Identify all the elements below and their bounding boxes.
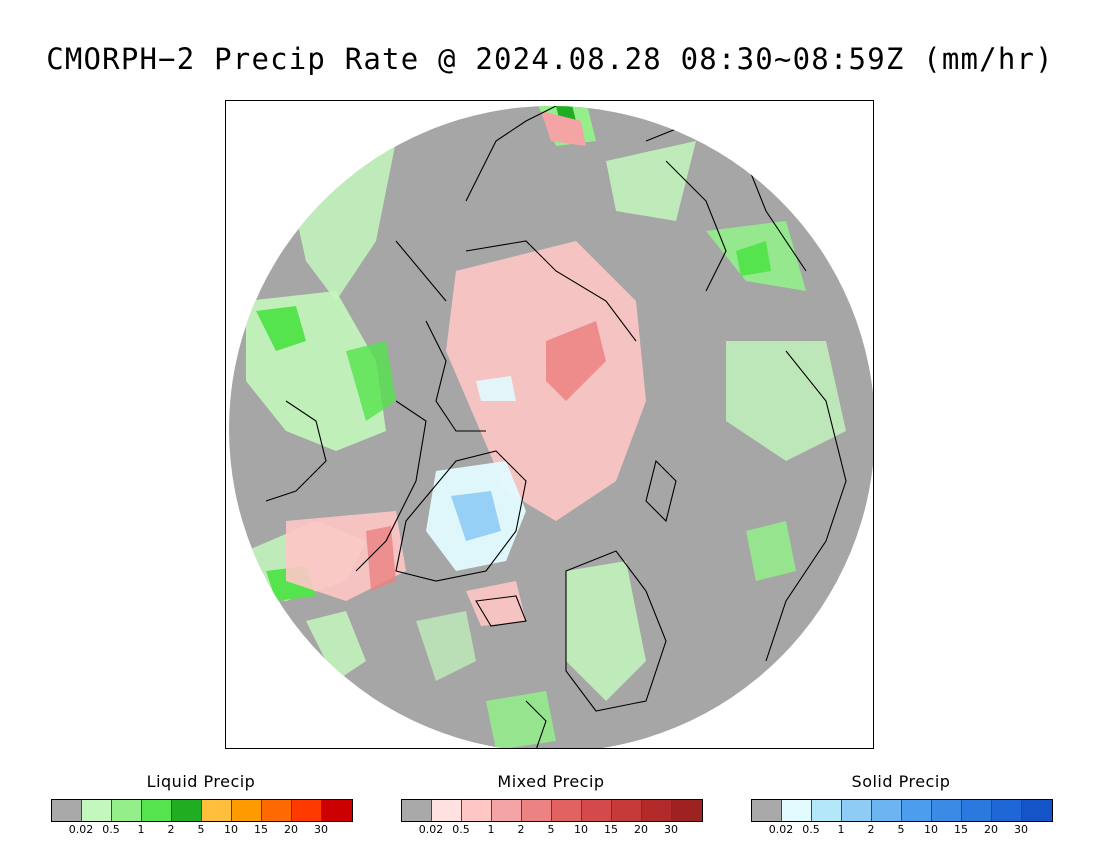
coastlines [265, 106, 847, 748]
legend-liquid-ticks: 0.02 0.5 1 2 5 10 15 20 30 [51, 823, 351, 837]
legend-solid-ticks: 0.02 0.5 1 2 5 10 15 20 30 [751, 823, 1051, 837]
legend-solid-swatch [872, 800, 902, 821]
legend-mixed-tick-label: 10 [574, 823, 588, 836]
legend-mixed-ticks: 0.02 0.5 1 2 5 10 15 20 30 [401, 823, 701, 837]
legend-mixed: Mixed Precip 0.02 0.5 1 2 5 10 15 20 30 [400, 770, 703, 840]
legend-mixed-swatch [612, 800, 642, 821]
polar-precip-map [229, 106, 873, 748]
legend-solid-tick-label: 20 [984, 823, 998, 836]
legend-mixed-colorbar [401, 799, 703, 822]
legend-solid-tick-label: 30 [1014, 823, 1028, 836]
legend-mixed-tick-label: 5 [547, 823, 555, 836]
legend-liquid-tick-label: 30 [314, 823, 328, 836]
legend-mixed-swatch [402, 800, 432, 821]
legend-liquid-tick-label: 5 [197, 823, 205, 836]
legend-solid-swatch [842, 800, 872, 821]
legend-mixed-swatch [522, 800, 552, 821]
legend-solid-tick-label: 0.5 [802, 823, 820, 836]
legend-mixed-tick-label: 15 [604, 823, 618, 836]
legend-liquid-swatch [82, 800, 112, 821]
legend-solid-swatch [932, 800, 962, 821]
legend-mixed-swatch [492, 800, 522, 821]
legend-solid-tick-label: 10 [924, 823, 938, 836]
legend-liquid-swatch [142, 800, 172, 821]
legend-liquid-swatch [172, 800, 202, 821]
legend-mixed-tick-label: 30 [664, 823, 678, 836]
legend-liquid-title: Liquid Precip [146, 772, 256, 791]
legend-liquid-swatch [322, 800, 352, 821]
legend-solid-swatch [902, 800, 932, 821]
legend-mixed-tick-label: 0.5 [452, 823, 470, 836]
legend-solid-swatch [962, 800, 992, 821]
legend-liquid-colorbar [51, 799, 353, 822]
legend-liquid-swatch [112, 800, 142, 821]
legend-solid-tick-label: 1 [837, 823, 845, 836]
legend-mixed-swatch [642, 800, 672, 821]
legend-solid-title: Solid Precip [851, 772, 951, 791]
legend-liquid-swatch [202, 800, 232, 821]
legend-liquid-swatch [52, 800, 82, 821]
legend-mixed-swatch [462, 800, 492, 821]
map-title: CMORPH−2 Precip Rate @ 2024.08.28 08:30~… [46, 42, 1054, 76]
solid-precip-areas [426, 376, 526, 571]
legend-liquid-swatch [262, 800, 292, 821]
legend-solid-tick-label: 0.02 [768, 823, 794, 836]
legend-mixed-tick-label: 1 [487, 823, 495, 836]
legend-liquid: Liquid Precip 0.02 0.5 1 2 5 10 15 20 30 [50, 770, 353, 840]
polar-map-frame [225, 100, 874, 749]
legend-liquid-tick-label: 10 [224, 823, 238, 836]
legend-solid-swatch [1022, 800, 1052, 821]
legend-liquid-swatch [232, 800, 262, 821]
legend-liquid-tick-label: 0.02 [68, 823, 94, 836]
legend-liquid-tick-label: 15 [254, 823, 268, 836]
legend-solid: Solid Precip 0.02 0.5 1 2 5 10 15 20 30 [750, 770, 1053, 840]
legend-mixed-title: Mixed Precip [497, 772, 605, 791]
legend-solid-swatch [752, 800, 782, 821]
legend-liquid-tick-label: 1 [137, 823, 145, 836]
legend-solid-tick-label: 2 [867, 823, 875, 836]
legend-mixed-swatch [432, 800, 462, 821]
legend-mixed-tick-label: 2 [517, 823, 525, 836]
legend-mixed-swatch [672, 800, 702, 821]
legend-mixed-tick-label: 0.02 [418, 823, 444, 836]
legend-liquid-swatch [292, 800, 322, 821]
legend-solid-swatch [782, 800, 812, 821]
legend-solid-swatch [812, 800, 842, 821]
legend-solid-colorbar [751, 799, 1053, 822]
legend-liquid-tick-label: 0.5 [102, 823, 120, 836]
legend-liquid-tick-label: 20 [284, 823, 298, 836]
legend-solid-swatch [992, 800, 1022, 821]
legend-solid-tick-label: 5 [897, 823, 905, 836]
legend-mixed-tick-label: 20 [634, 823, 648, 836]
legend-mixed-swatch [582, 800, 612, 821]
legend-mixed-swatch [552, 800, 582, 821]
legend-liquid-tick-label: 2 [167, 823, 175, 836]
legend-solid-tick-label: 15 [954, 823, 968, 836]
